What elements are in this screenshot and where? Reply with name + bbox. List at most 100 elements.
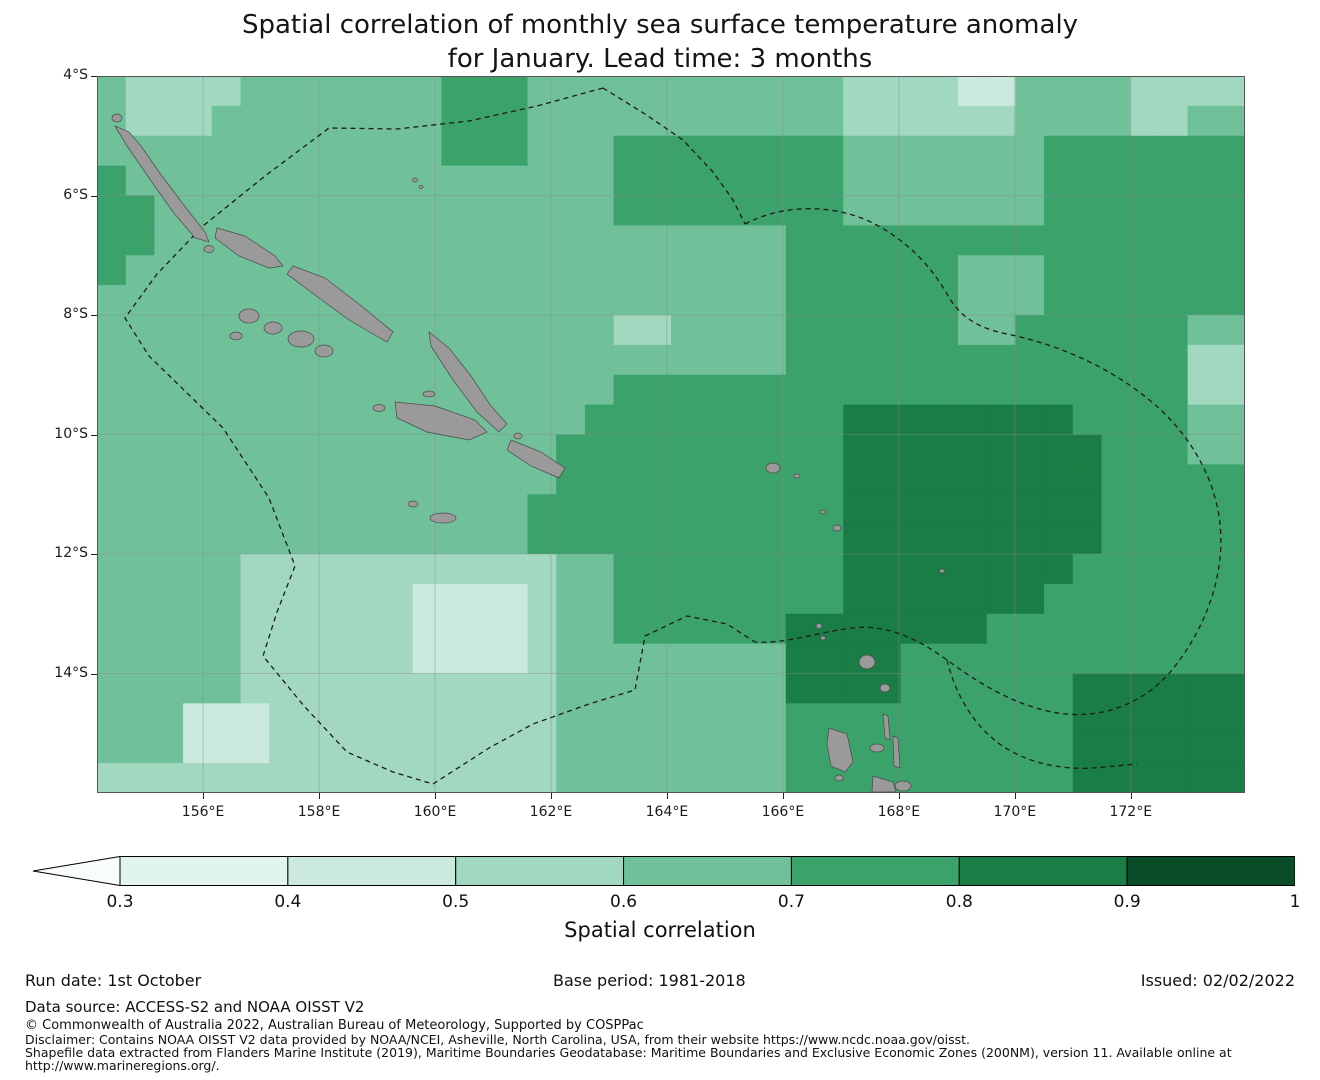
x-axis-tick-label: 162°E (529, 804, 573, 820)
y-axis-tickmark (91, 76, 97, 77)
x-axis-tick-label: 168°E (877, 804, 921, 820)
y-axis-tick-label: 8°S (63, 306, 88, 322)
colorbar-tick-label: 0.3 (106, 892, 134, 912)
colorbar-segment (119, 856, 289, 886)
heatmap-cells (97, 76, 1245, 793)
island-ontong-java-2 (418, 185, 424, 189)
island-new-georgia-5 (229, 331, 243, 341)
colorbar-tick-label: 0.6 (610, 892, 638, 912)
island-new-georgia-4 (314, 344, 334, 358)
map-svg (97, 76, 1245, 793)
x-axis-tick-label: 164°E (645, 804, 689, 820)
y-axis-tick-label: 6°S (63, 186, 88, 203)
map-gridlines (97, 76, 1245, 793)
colorbar-segment (1126, 856, 1296, 886)
island-shapes (111, 113, 945, 793)
marineregions-url-text: http://www.marineregions.org/. (25, 1058, 220, 1073)
colorbar (32, 855, 1296, 887)
island-banks-2 (879, 683, 891, 693)
x-axis-tick-label: 170°E (993, 804, 1037, 820)
eez-boundary-northeast (602, 87, 746, 225)
island-guadalcanal (394, 401, 488, 441)
colorbar-segment (287, 856, 457, 886)
chart-title-line2: for January. Lead time: 3 months (447, 44, 873, 74)
chart-title-line1: Spatial correlation of monthly sea surfa… (241, 10, 1079, 40)
island-espiritu-santo (826, 727, 854, 773)
island-new-georgia-2 (263, 321, 283, 335)
island-new-georgia-1 (238, 308, 260, 324)
map-frame (97, 76, 1245, 793)
x-axis-tick-label: 158°E (297, 804, 341, 820)
x-axis-tickmark (898, 793, 900, 799)
colorbar-tick-label: 0.4 (274, 892, 302, 912)
island-makira (506, 439, 566, 479)
colorbar-svg (32, 855, 1296, 887)
y-axis-tick-label: 12°S (54, 545, 88, 561)
issued-date-text: Issued: 02/02/2022 (1140, 971, 1295, 990)
island-banks-1 (858, 654, 876, 670)
island-pentecost (892, 735, 901, 769)
island-tikopia (939, 568, 945, 574)
y-axis-tickmark (91, 315, 97, 316)
colorbar-tick-label: 0.9 (1113, 892, 1141, 912)
island-buka (111, 113, 123, 123)
island-russell (372, 404, 386, 412)
y-axis-tick-label: 14°S (54, 664, 88, 681)
disclaimer-text: Disclaimer: Contains NOAA OISST V2 data … (25, 1032, 970, 1047)
colorbar-tick-label: 0.8 (945, 892, 973, 912)
x-axis-tick-label: 172°E (1109, 804, 1153, 820)
island-florida (422, 390, 436, 398)
copyright-text: © Commonwealth of Australia 2022, Austra… (25, 1018, 644, 1033)
colorbar-segment (623, 856, 792, 886)
island-torres-2 (820, 635, 826, 641)
colorbar-segment (455, 856, 625, 886)
y-axis-tickmark (91, 434, 97, 436)
island-vanikoro (832, 524, 842, 532)
x-axis-tickmark (1130, 793, 1132, 799)
island-santa-cruz-2 (793, 473, 801, 479)
colorbar-label: Spatial correlation (564, 918, 756, 942)
colorbar-underflow-arrow (32, 855, 121, 887)
shapefile-text: Shapefile data extracted from Flanders M… (25, 1045, 1232, 1060)
x-axis-tick-label: 160°E (413, 804, 457, 820)
colorbar-tick-label: 0.7 (777, 892, 805, 912)
island-ambae (869, 743, 885, 753)
run-date-text: Run date: 1st October (25, 971, 202, 990)
island-malo (834, 774, 844, 782)
x-axis-tickmark (435, 793, 437, 799)
island-ontong-java-1 (412, 177, 418, 183)
y-axis-tick-label: 4°S (63, 67, 88, 83)
colorbar-segment (958, 856, 1128, 886)
island-choiseul (214, 227, 284, 269)
y-axis-tickmark (91, 673, 97, 675)
eez-boundary-lines (124, 87, 1222, 785)
x-axis-tickmark (319, 793, 321, 799)
eez-boundary-solomon (124, 87, 756, 785)
island-torres-1 (815, 623, 823, 629)
map-plot-area (97, 76, 1245, 793)
colorbar-segment (790, 856, 960, 886)
x-axis-tickmark (666, 793, 668, 799)
eez-boundary-east-lobe (744, 208, 1222, 716)
island-rennell (429, 512, 457, 524)
data-source-text: Data source: ACCESS-S2 and NOAA OISST V2 (25, 998, 365, 1016)
y-axis-tickmark (91, 195, 97, 197)
x-axis-tickmark (1014, 793, 1016, 799)
island-santa-isabel (286, 265, 394, 343)
x-axis-tickmark (203, 793, 205, 799)
island-shortland (203, 245, 215, 253)
island-bougainville (114, 125, 210, 243)
x-axis-tick-label: 166°E (761, 804, 805, 820)
x-axis-tickmark (550, 793, 552, 799)
base-period-text: Base period: 1981-2018 (553, 971, 746, 990)
y-axis-tickmark (91, 554, 97, 555)
colorbar-tick-label: 0.5 (442, 892, 470, 912)
x-axis-tickmark (782, 793, 784, 799)
island-utupua (819, 509, 827, 515)
chart-title: Spatial correlation of monthly sea surfa… (0, 8, 1320, 76)
island-malaita (428, 331, 508, 433)
y-axis-tick-label: 10°S (54, 425, 88, 442)
island-ulawa (513, 432, 523, 440)
island-bellona (407, 500, 419, 508)
